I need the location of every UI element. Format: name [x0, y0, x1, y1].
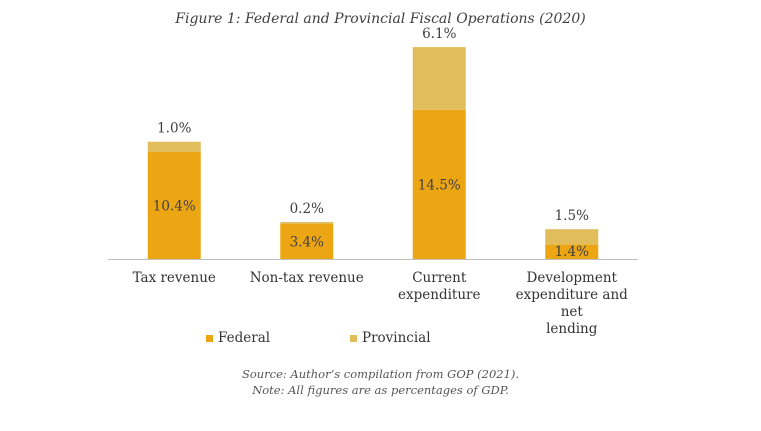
- bar-provincial-2: [280, 221, 334, 225]
- category-label-3: Current expenditure: [373, 270, 505, 304]
- category-label-line: expenditure and net: [515, 287, 628, 320]
- legend-label-provincial: Provincial: [362, 330, 431, 346]
- data-label-provincial-2: 0.2%: [290, 201, 324, 217]
- data-label-provincial-1: 1.0%: [157, 121, 191, 137]
- legend-label-federal: Federal: [218, 330, 271, 346]
- data-label-federal-2: 3.4%: [290, 235, 324, 251]
- data-label-federal-3: 14.5%: [418, 177, 461, 193]
- legend-swatch-provincial: [350, 334, 357, 342]
- category-label-line: Tax revenue: [132, 270, 216, 286]
- bar-provincial-4: [545, 229, 599, 245]
- data-label-provincial-4: 1.5%: [555, 208, 589, 224]
- data-label-federal-4: 1.4%: [555, 244, 589, 260]
- bar-federal-3: [412, 109, 466, 259]
- bar-federal-2: [280, 224, 334, 259]
- bar-provincial-1: [147, 141, 201, 153]
- figure-note: Note: All figures are as percentages of …: [252, 383, 509, 397]
- bar-provincial-3: [412, 47, 466, 110]
- category-label-line: lending: [546, 321, 598, 337]
- category-label-line: Current expenditure: [398, 270, 481, 303]
- bar-federal-4: [545, 244, 599, 259]
- category-label-4: Development expenditure and net lending: [506, 270, 638, 338]
- source-note: Source: Author’s compilation from GOP (2…: [241, 367, 520, 381]
- legend-swatch-federal: [206, 334, 213, 342]
- bar-federal-1: [147, 152, 201, 259]
- category-label-2: Non-tax revenue: [241, 270, 373, 287]
- legend-item-provincial: Provincial: [350, 330, 431, 346]
- data-label-federal-1: 10.4%: [153, 199, 196, 215]
- category-label-line: Non-tax revenue: [249, 270, 364, 286]
- data-label-provincial-3: 6.1%: [422, 26, 456, 42]
- category-label-line: Development: [526, 270, 617, 286]
- chart-title: Figure 1: Federal and Provincial Fiscal …: [175, 11, 586, 27]
- category-label-1: Tax revenue: [108, 270, 240, 287]
- legend-item-federal: Federal: [206, 330, 270, 346]
